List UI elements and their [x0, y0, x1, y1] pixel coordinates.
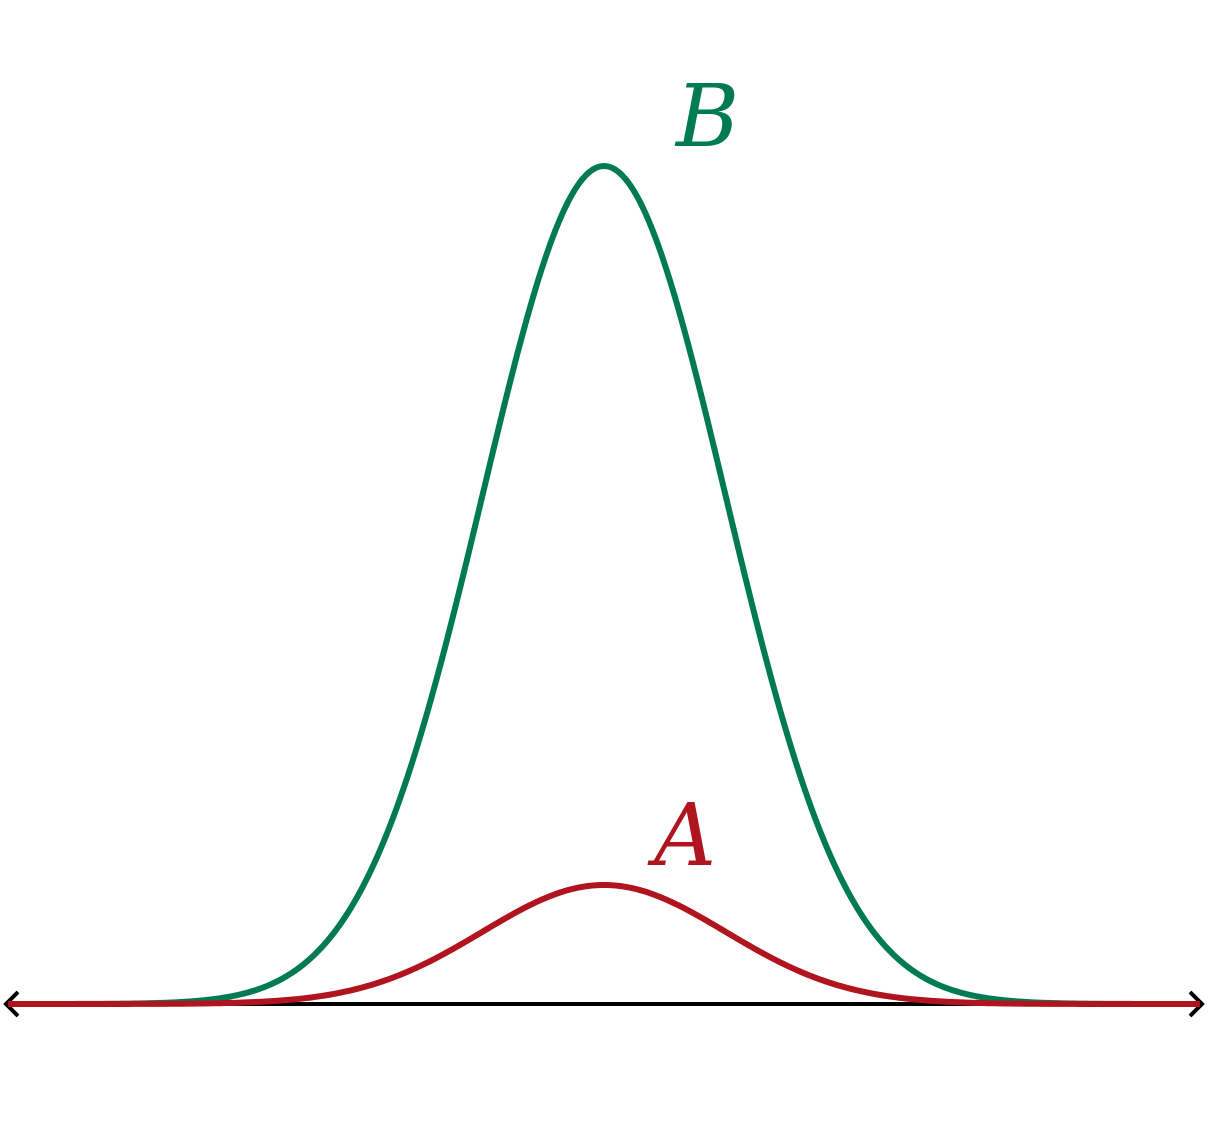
- x-axis-right-arrow: [1188, 990, 1205, 1018]
- series-label-a: A: [647, 786, 716, 886]
- x-axis-left-arrow: [3, 990, 20, 1018]
- series-line-a: [7, 882, 1201, 1007]
- series-line-b: [7, 163, 1201, 1007]
- series-labels: BA: [647, 67, 739, 886]
- series-label-b: B: [674, 67, 739, 167]
- series-group: [7, 163, 1201, 1007]
